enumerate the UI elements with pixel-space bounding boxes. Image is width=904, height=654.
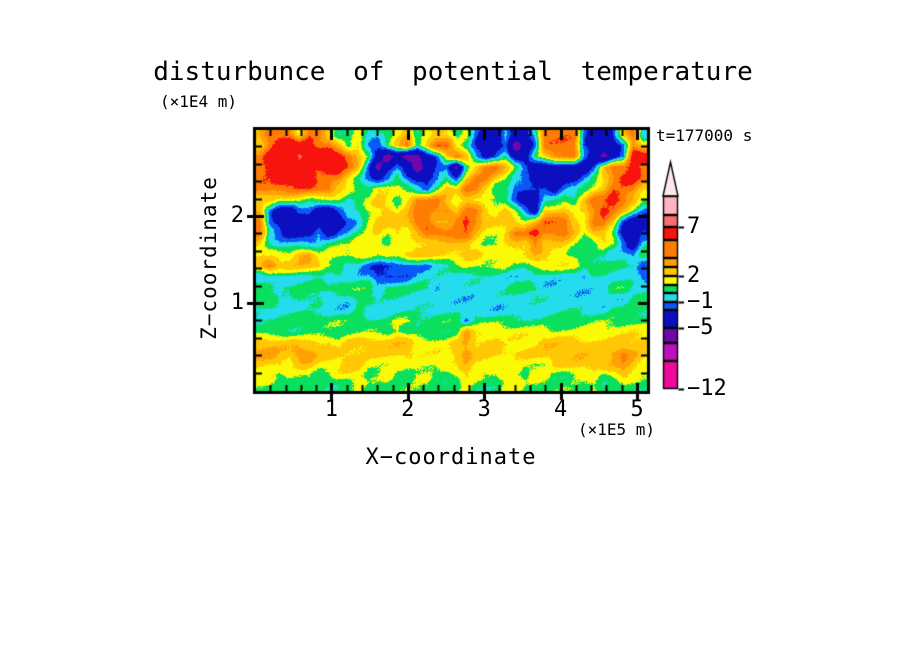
- x-tick-label: 1: [324, 397, 339, 422]
- colorbar-tick-label: −1: [687, 289, 714, 314]
- colorbar-tick-label: −12: [687, 376, 727, 401]
- x-tick-label: 3: [477, 397, 491, 422]
- x-axis-unit-label: (×1E5 m): [577, 420, 655, 439]
- colorbar-tick-label: 2: [687, 263, 701, 288]
- colorbar-tick-label: 7: [687, 214, 701, 239]
- z-tick-label: 1: [230, 290, 244, 315]
- time-annotation: t=177000 s: [656, 126, 753, 145]
- x-tick-label: 2: [401, 397, 415, 422]
- figure-title: disturbunce of potential temperature: [153, 57, 753, 87]
- z-tick-label: 2: [230, 203, 244, 228]
- x-tick-label: 4: [553, 397, 568, 422]
- colorbar-tick-label: −5: [687, 315, 714, 340]
- z-axis-unit-label: (×1E4 m): [160, 92, 238, 111]
- x-tick-label: 5: [630, 397, 644, 422]
- x-axis-label: X−coordinate: [365, 445, 537, 470]
